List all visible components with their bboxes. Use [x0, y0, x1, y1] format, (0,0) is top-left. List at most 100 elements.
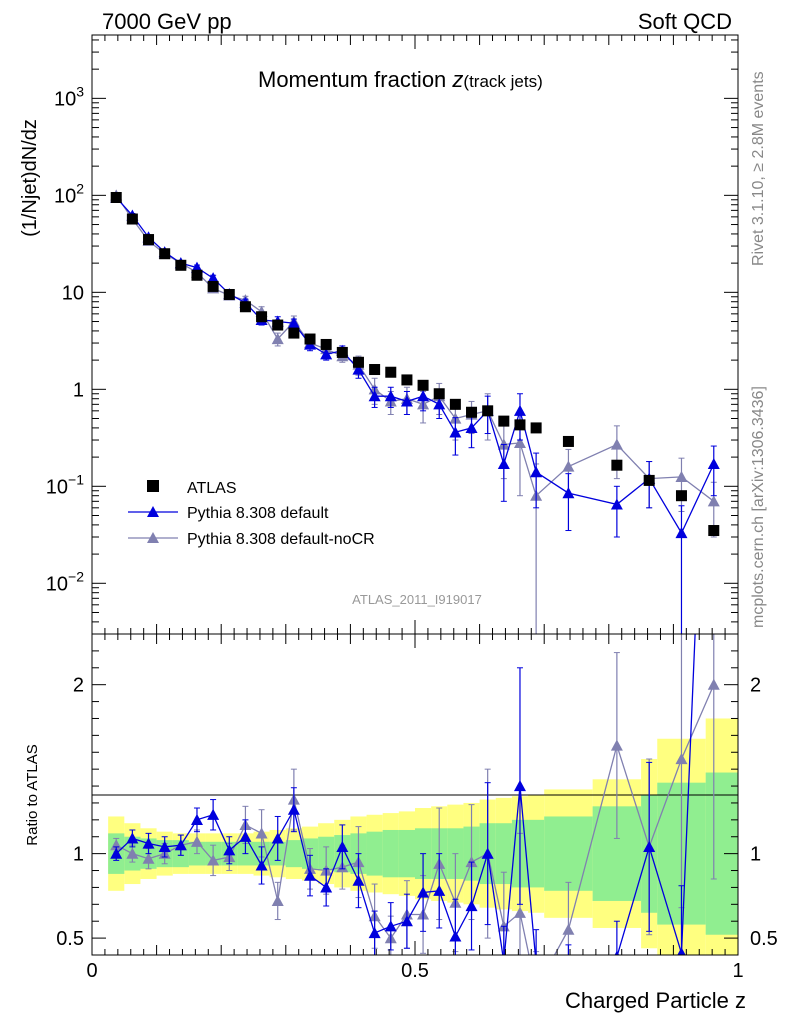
main-point-atlas — [562, 435, 574, 447]
main-point-default — [352, 363, 365, 375]
main-point-default — [384, 390, 397, 402]
main-point-default — [400, 395, 413, 407]
ratio-point-default — [271, 832, 284, 844]
ratio-point-default — [530, 957, 542, 968]
main-point-atlas — [675, 490, 687, 502]
ratio-point-nocr — [530, 983, 542, 994]
main-point-nocr — [707, 495, 720, 507]
main-point-atlas — [433, 388, 445, 400]
ratio-point-default — [449, 930, 462, 942]
ratio-band-inner — [544, 816, 593, 891]
ratio-point-nocr — [207, 854, 220, 866]
main-point-default — [610, 498, 623, 510]
x-tick-label: 0 — [86, 960, 97, 982]
main-point-nocr — [675, 470, 688, 483]
main-point-default — [417, 390, 430, 402]
ratio-point-nocr — [513, 906, 526, 918]
main-point-default — [530, 466, 543, 478]
header-left: 7000 GeV pp — [102, 9, 232, 34]
main-point-nocr — [271, 333, 284, 345]
ratio-point-nocr — [110, 839, 123, 851]
plot-title: Momentum fraction z(track jets) — [258, 67, 543, 92]
analysis-id: ATLAS_2011_I919017 — [352, 592, 482, 607]
main-y-tick-label: 103 — [54, 83, 84, 110]
plot-title-subscript: (track jets) — [463, 72, 542, 91]
main-point-default — [368, 390, 381, 402]
plot-title-symbol: z — [451, 67, 463, 92]
ratio-y-tick-label-right: 0.5 — [750, 928, 778, 950]
ratio-plot-area — [110, 189, 720, 994]
ratio-point-default — [433, 884, 446, 896]
ratio-point-nocr — [255, 827, 268, 839]
ratio-y-tick-label-right: 1 — [750, 844, 761, 866]
main-line-nocr — [115, 194, 715, 502]
ratio-axis-ticks: 0.5 0.51 12 20 0.5 1 — [56, 634, 778, 982]
ratio-band-inner — [398, 829, 415, 878]
ratio-point-default — [708, 189, 720, 200]
main-point-atlas — [352, 356, 364, 368]
ratio-panel: 0.5 0.51 12 20 0.5 1 — [56, 189, 778, 994]
ratio-point-default — [417, 886, 430, 898]
main-point-default — [449, 426, 462, 438]
main-point-default — [562, 487, 575, 499]
main-point-default — [320, 348, 333, 360]
ratio-point-default — [320, 881, 333, 893]
main-point-atlas — [320, 338, 332, 350]
ratio-point-default — [255, 859, 268, 871]
ratio-point-default — [190, 813, 203, 825]
ratio-point-nocr — [562, 923, 575, 935]
main-point-atlas — [288, 327, 300, 339]
main-point-atlas — [239, 301, 251, 313]
main-point-atlas — [175, 259, 187, 271]
main-y-tick-label: 10−1 — [46, 471, 84, 498]
legend: ATLAS Pythia 8.308 default Pythia 8.308 … — [128, 480, 375, 548]
main-point-atlas — [514, 419, 526, 431]
ratio-band-inner — [382, 829, 399, 878]
x-tick-label: 1 — [732, 960, 743, 982]
ratio-point-nocr — [190, 835, 203, 847]
main-point-atlas — [369, 364, 381, 376]
ratio-point-nocr — [126, 847, 139, 859]
ratio-band-inner — [528, 819, 545, 888]
ratio-point-default — [126, 832, 139, 844]
ratio-point-default — [465, 900, 478, 912]
main-point-default — [707, 457, 720, 470]
legend-marker-atlas — [147, 480, 159, 492]
main-point-atlas — [385, 366, 397, 378]
main-point-default — [465, 421, 478, 434]
main-point-atlas — [466, 406, 478, 418]
rivet-version: Rivet 3.1.10, ≥ 2.8M events — [750, 71, 767, 266]
ratio-point-default — [158, 840, 171, 852]
plot-title-text: Momentum fraction — [258, 67, 446, 92]
ratio-y-tick-label-left: 2 — [73, 675, 84, 697]
main-point-nocr — [562, 460, 575, 472]
main-point-atlas — [708, 525, 720, 537]
ratio-point-default — [562, 968, 574, 979]
main-y-tick-label: 102 — [54, 180, 84, 207]
main-y-tick-label: 1 — [73, 379, 84, 401]
ratio-point-default — [239, 830, 252, 842]
main-point-nocr — [610, 438, 623, 450]
main-point-default — [433, 398, 446, 410]
ratio-point-default — [287, 803, 300, 815]
legend-label-default: Pythia 8.308 default — [187, 505, 329, 522]
main-y-tick-label: 10−2 — [46, 568, 84, 595]
ratio-point-default — [400, 915, 413, 927]
ratio-point-default — [614, 950, 620, 955]
ratio-point-nocr — [142, 852, 155, 864]
main-point-atlas — [611, 459, 623, 471]
legend-label-nocr: Pythia 8.308 default-noCR — [187, 531, 375, 548]
x-tick-label: 0.5 — [401, 960, 429, 982]
main-point-default — [207, 272, 220, 284]
legend-marker-default — [147, 506, 159, 517]
main-point-atlas — [449, 398, 461, 410]
source-reference: mcplots.cern.ch [arXiv:1306.3436] — [750, 386, 767, 628]
legend-label-atlas: ATLAS — [187, 480, 237, 497]
main-point-atlas — [482, 405, 494, 417]
main-point-atlas — [643, 474, 655, 486]
main-point-atlas — [191, 269, 203, 281]
ratio-point-default — [352, 874, 365, 886]
main-point-atlas — [256, 311, 268, 323]
ratio-point-default — [110, 847, 123, 859]
main-point-atlas — [110, 192, 122, 204]
